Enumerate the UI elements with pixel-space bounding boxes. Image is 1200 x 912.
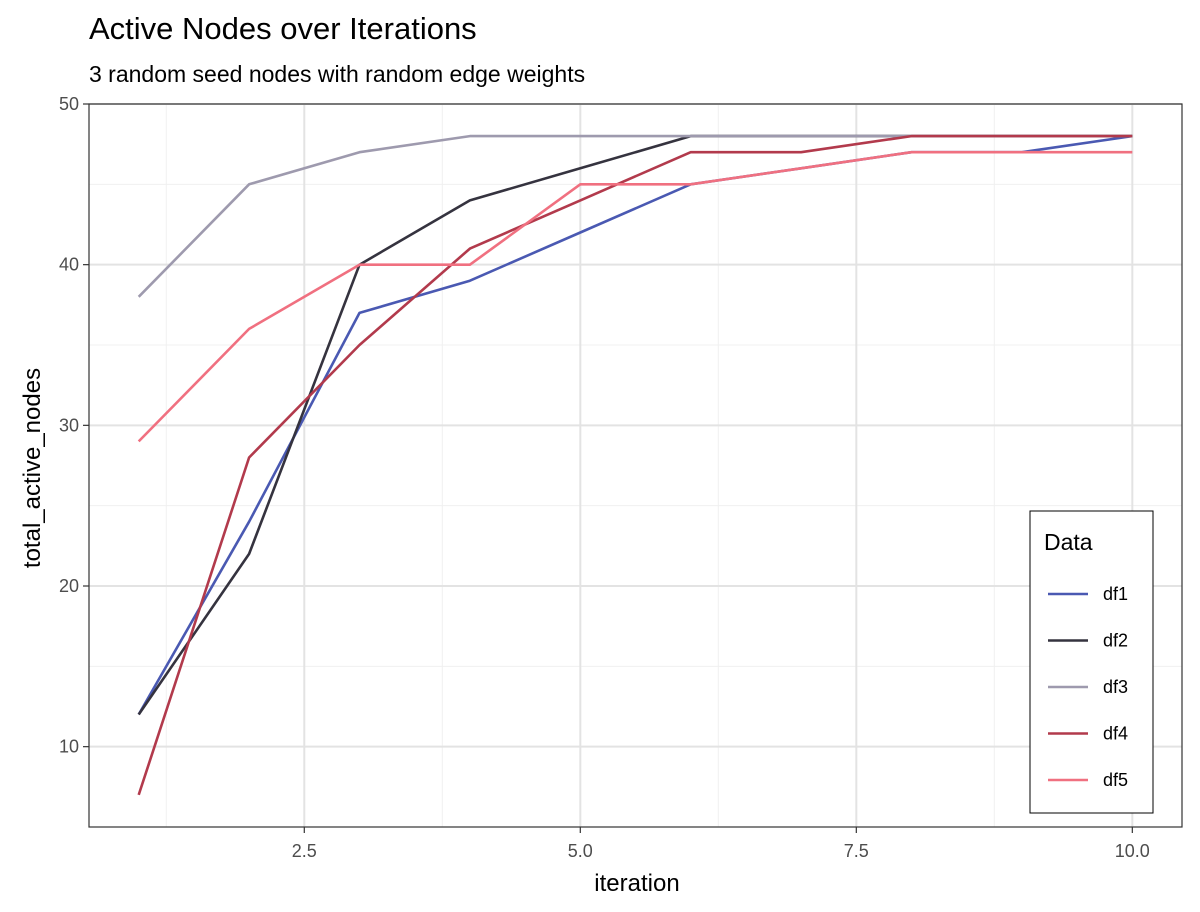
x-axis-ticks: 2.5 5.0 7.5 10.0 bbox=[292, 827, 1150, 861]
legend-label-df4: df4 bbox=[1103, 724, 1128, 744]
x-tick-label: 2.5 bbox=[292, 841, 317, 861]
x-tick-label: 7.5 bbox=[844, 841, 869, 861]
minor-gridlines bbox=[89, 104, 1182, 827]
legend-box bbox=[1029, 510, 1154, 814]
legend-label-df1: df1 bbox=[1103, 584, 1128, 604]
y-tick-label: 10 bbox=[59, 737, 79, 757]
legend-items: df1 df2 df3 df4 df5 bbox=[1048, 584, 1128, 790]
plot-panel-border bbox=[88, 103, 1183, 828]
y-axis-title: total_active_nodes bbox=[19, 368, 46, 568]
major-gridlines bbox=[89, 103, 1182, 827]
y-tick-label: 30 bbox=[59, 415, 79, 435]
series-line-df3 bbox=[137, 134, 1133, 298]
y-tick-label: 50 bbox=[59, 94, 79, 114]
chart-title: Active Nodes over Iterations bbox=[89, 11, 477, 46]
y-tick-label: 40 bbox=[59, 255, 79, 275]
legend: Data df1 df2 df3 df4 df5 bbox=[1029, 510, 1154, 814]
legend-label-df5: df5 bbox=[1103, 770, 1128, 790]
legend-title: Data bbox=[1044, 529, 1093, 555]
chart-subtitle: 3 random seed nodes with random edge wei… bbox=[89, 61, 585, 87]
x-tick-label: 5.0 bbox=[568, 841, 593, 861]
y-axis-ticks: 10 20 30 40 50 bbox=[59, 94, 89, 757]
x-axis-title: iteration bbox=[594, 870, 679, 897]
series-lines bbox=[137, 134, 1133, 796]
series-line-df5 bbox=[137, 150, 1133, 443]
legend-label-df3: df3 bbox=[1103, 677, 1128, 697]
series-line-df4 bbox=[137, 134, 1133, 796]
legend-label-df2: df2 bbox=[1103, 631, 1128, 651]
x-tick-label: 10.0 bbox=[1115, 841, 1150, 861]
y-tick-label: 20 bbox=[59, 576, 79, 596]
